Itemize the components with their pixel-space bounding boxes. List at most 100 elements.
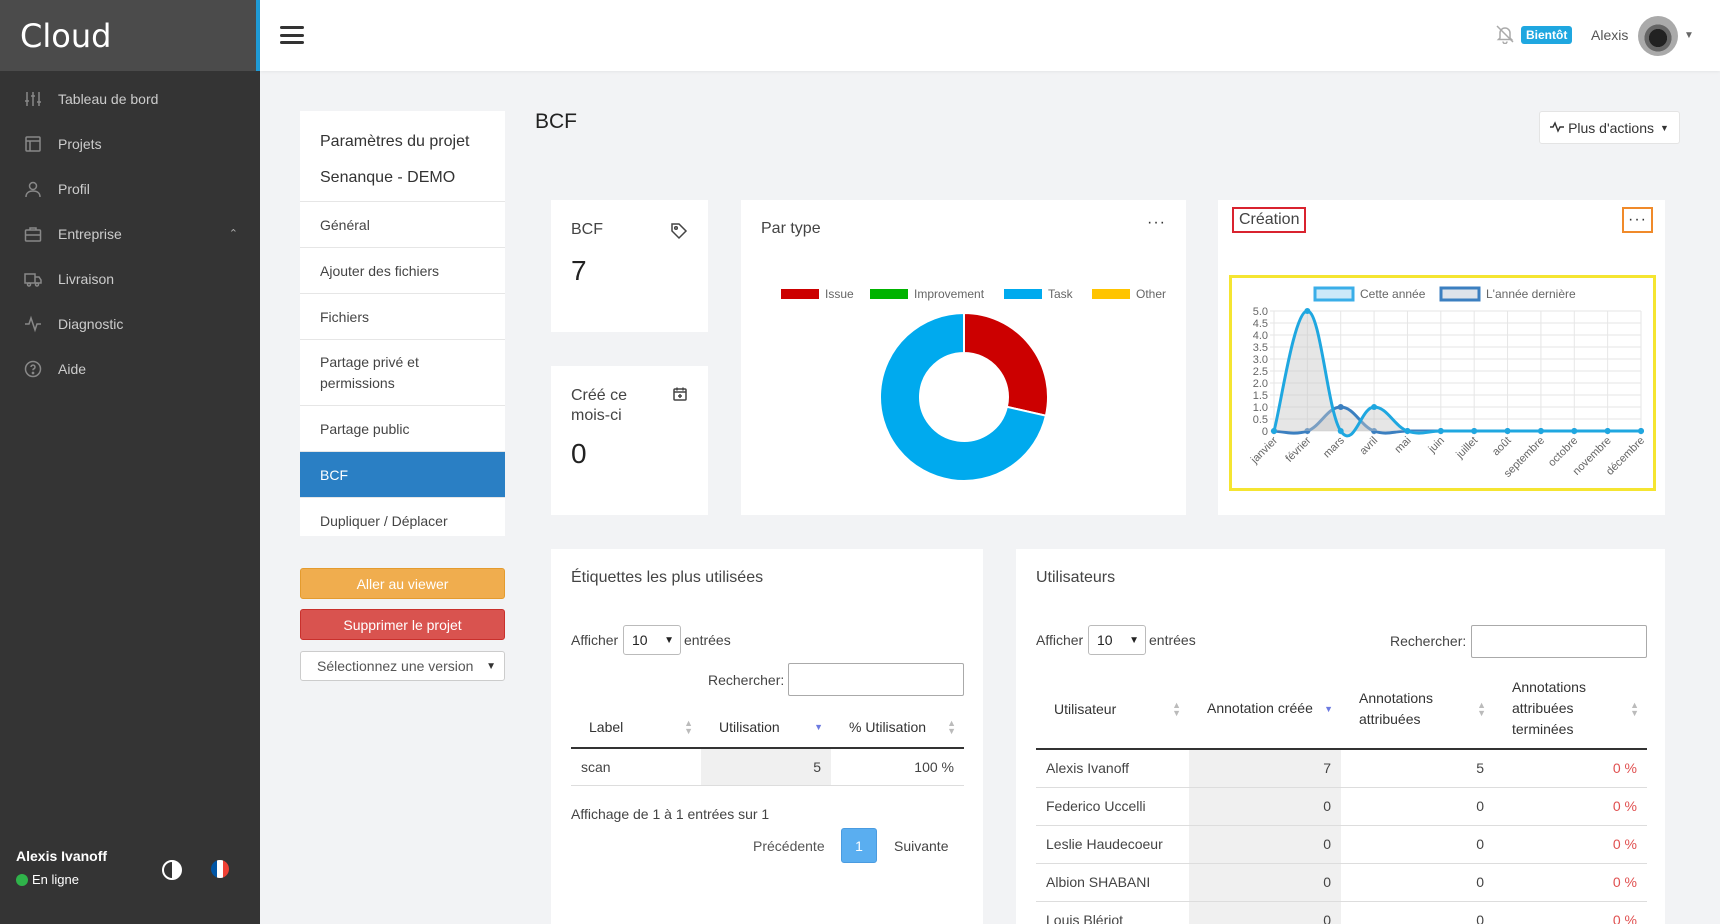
sidebar-item-label: Livraison	[58, 270, 115, 287]
users-table: Utilisateur ▲ ▼ Annotation créée ▼ Annotati…	[1036, 669, 1647, 924]
creation-chart-title: Création	[1232, 207, 1307, 233]
sidebar-item-delivery[interactable]: Livraison	[0, 256, 260, 301]
legend-swatch-task	[1004, 289, 1042, 299]
sidebar-item-company[interactable]: Entreprise ⌃	[0, 211, 260, 256]
sidebar-item-label: Projets	[58, 135, 102, 152]
brand-logo[interactable]: Cloud	[0, 0, 260, 71]
bcf-count-card: BCF 7	[551, 200, 708, 332]
table-row[interactable]: Albion SHABANI 0 0 0 %	[1036, 863, 1647, 902]
data-point	[1604, 428, 1611, 434]
project-settings-title: Paramètres du projet	[320, 133, 470, 150]
sidebar-item-dashboard[interactable]: Tableau de bord	[0, 76, 260, 121]
truck-icon	[24, 270, 42, 288]
sort-icon: ▲ ▼	[1477, 699, 1486, 718]
more-actions-button[interactable]: Plus d'actions ▼	[1539, 111, 1680, 144]
project-settings-menu: Paramètres du projet Senanque - DEMO Gén…	[300, 111, 505, 536]
search-input[interactable]	[788, 663, 964, 696]
x-tick-label: janvier	[1248, 434, 1280, 466]
series-area-0	[1274, 311, 1641, 436]
table-cell: 0	[1341, 787, 1494, 826]
tag-icon	[670, 222, 688, 245]
table-info: Affichage de 1 à 1 entrées sur 1	[571, 806, 770, 822]
data-point	[1371, 428, 1378, 434]
column-header-completed[interactable]: Annotations attribuées terminées ▲ ▼	[1494, 669, 1647, 750]
table-cell: 0 %	[1494, 787, 1647, 826]
y-tick-label: 0	[1262, 426, 1268, 438]
menu-item-private-sharing[interactable]: Partage privé et permissions	[300, 339, 505, 405]
legend-label-improvement: Improvement	[914, 287, 985, 301]
chevron-down-icon: ▼	[1129, 634, 1139, 646]
menu-item-public-sharing[interactable]: Partage public	[300, 405, 505, 451]
menu-item-files[interactable]: Fichiers	[300, 293, 505, 339]
x-tick-label: mai	[1393, 435, 1414, 456]
chevron-down-icon: ▼	[486, 660, 496, 672]
more-actions-label: Plus d'actions	[1568, 119, 1655, 136]
chevron-down-icon: ▼	[1660, 122, 1669, 133]
user-icon	[24, 180, 42, 198]
donut-slice-issue	[963, 311, 1049, 417]
data-point	[1337, 428, 1344, 434]
table-cell: Louis Blériot	[1036, 901, 1189, 924]
column-header-assigned[interactable]: Annotations attribuées ▲ ▼	[1341, 669, 1494, 750]
entries-select[interactable]: 10 ▼	[623, 625, 681, 655]
pagination-previous[interactable]: Précédente	[753, 838, 825, 854]
online-dot-icon	[16, 873, 28, 886]
x-tick-label: juillet	[1453, 435, 1480, 462]
sidebar-item-label: Entreprise	[58, 225, 122, 242]
creation-chart-card: Création ··· Cette année L'année dernière…	[1218, 200, 1665, 515]
x-tick-label: juin	[1426, 435, 1447, 456]
table-cell: Alexis Ivanoff	[1036, 749, 1189, 788]
table-row[interactable]: scan 5 100 %	[571, 748, 964, 786]
more-options-icon[interactable]: ···	[1147, 214, 1166, 231]
y-tick-label: 3.5	[1253, 342, 1268, 354]
search-input[interactable]	[1471, 625, 1647, 658]
y-tick-label: 5.0	[1253, 306, 1268, 318]
contrast-toggle-icon[interactable]	[162, 860, 182, 880]
table-row[interactable]: Louis Blériot 0 0 0 %	[1036, 901, 1647, 924]
open-viewer-button[interactable]: Aller au viewer	[300, 568, 505, 599]
pagination-page-1[interactable]: 1	[841, 828, 877, 863]
table-row[interactable]: Federico Uccelli 0 0 0 %	[1036, 787, 1647, 826]
pagination-next[interactable]: Suivante	[894, 838, 949, 854]
table-cell: 0	[1341, 863, 1494, 902]
column-header-label[interactable]: Label ▲ ▼	[571, 706, 701, 749]
sidebar-item-profile[interactable]: Profil	[0, 166, 260, 211]
column-header-text: Utilisateur	[1054, 700, 1117, 717]
creation-chart-frame	[1229, 275, 1656, 491]
column-header-created[interactable]: Annotation créée ▼	[1189, 669, 1341, 750]
menu-item-general[interactable]: Général	[300, 201, 505, 247]
legend-swatch-series-1	[1439, 286, 1481, 302]
column-header-usage-percent[interactable]: % Utilisation ▲ ▼	[831, 706, 964, 749]
more-options-icon[interactable]: ···	[1622, 207, 1653, 233]
sort-icon: ▲ ▼	[947, 717, 956, 736]
show-label: Afficher	[1036, 632, 1084, 648]
table-row[interactable]: Alexis Ivanoff 7 5 0 %	[1036, 749, 1647, 788]
bell-off-icon[interactable]	[1495, 24, 1515, 49]
table-cell: Albion SHABANI	[1036, 863, 1189, 902]
version-select[interactable]: Sélectionnez une version ▼	[300, 651, 505, 681]
avatar[interactable]	[1638, 16, 1678, 56]
sort-desc-icon: ▼	[814, 721, 823, 732]
entries-select[interactable]: 10 ▼	[1088, 625, 1146, 655]
topbar-user-name[interactable]: Alexis	[1591, 27, 1629, 43]
french-flag-icon[interactable]	[211, 860, 229, 878]
column-header-user[interactable]: Utilisateur ▲ ▼	[1036, 669, 1189, 750]
menu-item-bcf[interactable]: BCF	[300, 451, 505, 497]
column-header-text: Label	[589, 718, 624, 735]
online-status-label: En ligne	[32, 872, 79, 887]
table-cell: 0 %	[1494, 901, 1647, 924]
menu-item-add-files[interactable]: Ajouter des fichiers	[300, 247, 505, 293]
entries-select-value: 10	[1097, 632, 1113, 648]
y-tick-label: 0.5	[1253, 414, 1268, 426]
column-header-usage[interactable]: Utilisation ▼	[701, 706, 831, 749]
sidebar-item-help[interactable]: Aide	[0, 346, 260, 391]
chevron-down-icon[interactable]: ▼	[1684, 30, 1694, 41]
table-row[interactable]: Leslie Haudecoeur 0 0 0 %	[1036, 825, 1647, 864]
sidebar-item-diagnostic[interactable]: Diagnostic	[0, 301, 260, 346]
entries-label: entrées	[684, 632, 731, 648]
menu-item-duplicate-move[interactable]: Dupliquer / Déplacer	[300, 497, 505, 543]
pulse-icon	[24, 315, 42, 333]
sidebar-item-projects[interactable]: Projets	[0, 121, 260, 166]
hamburger-menu-icon[interactable]	[280, 26, 304, 44]
delete-project-button[interactable]: Supprimer le projet	[300, 609, 505, 640]
